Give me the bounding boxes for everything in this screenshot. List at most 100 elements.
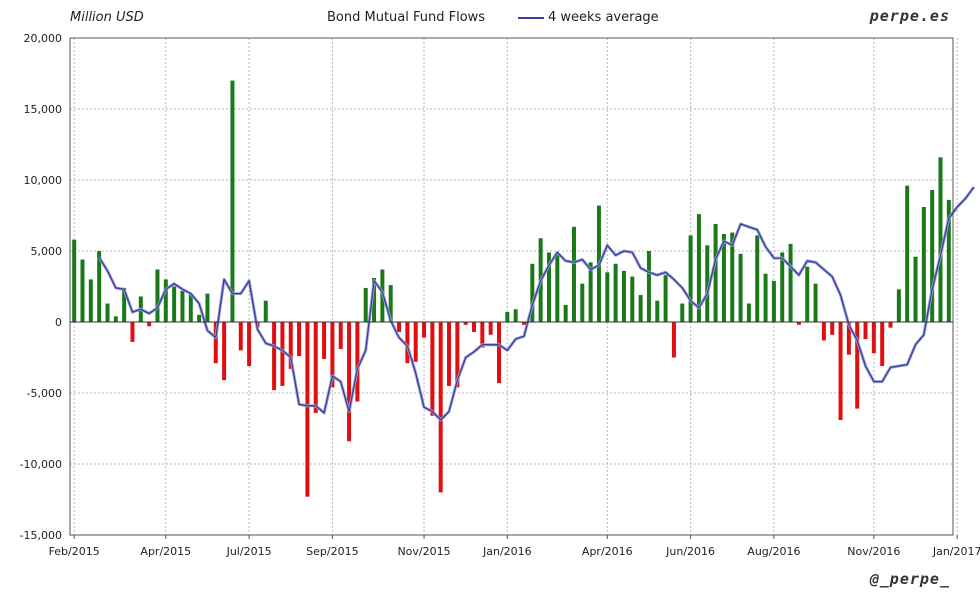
flow-bar: [830, 322, 835, 335]
flow-bar: [430, 322, 435, 416]
flow-bar: [663, 275, 668, 322]
flow-bar: [388, 285, 393, 322]
flow-bar: [230, 80, 235, 322]
flow-bar: [705, 245, 710, 322]
x-tick-label: Sep/2015: [306, 545, 358, 558]
y-tick-label: -5,000: [27, 387, 62, 400]
flow-bar: [330, 322, 335, 388]
average-line-path: [98, 186, 975, 421]
flow-bar: [72, 239, 77, 322]
flow-bar: [455, 322, 460, 388]
flow-bar: [447, 322, 452, 386]
flow-bar: [796, 322, 801, 325]
flow-bar: [938, 157, 943, 322]
flow-bar: [546, 252, 551, 322]
plot-frame: [69, 37, 954, 536]
flow-bar: [222, 322, 227, 381]
flow-bar: [680, 303, 685, 322]
flow-bar: [238, 322, 243, 351]
x-tick-label: Jul/2015: [226, 545, 272, 558]
flow-bar: [846, 322, 851, 355]
flow-bar: [422, 322, 427, 338]
flow-bar: [372, 277, 377, 322]
x-tick-label: Jan/2016: [482, 545, 532, 558]
y-tick-label: -10,000: [20, 458, 62, 471]
flow-bar: [213, 322, 218, 364]
flow-bar: [155, 269, 160, 322]
flow-bar: [497, 322, 502, 384]
y-tick-label: 15,000: [24, 103, 63, 116]
flow-bar: [463, 322, 468, 325]
flow-bar: [655, 300, 660, 322]
flow-bar: [821, 322, 826, 341]
flow-bar: [771, 280, 776, 322]
flow-bar: [188, 293, 193, 322]
flow-bar: [338, 322, 343, 349]
unit-label: Million USD: [70, 10, 144, 25]
flow-bar: [305, 322, 310, 497]
flow-bar: [438, 322, 443, 493]
flow-bar: [738, 253, 743, 322]
flow-bar: [163, 279, 168, 322]
legend-label: 4 weeks average: [548, 10, 659, 25]
flow-bar: [605, 272, 610, 322]
flow-bar: [530, 263, 535, 322]
flow-bar: [696, 214, 701, 322]
flow-bar: [571, 226, 576, 322]
flow-bar: [413, 322, 418, 362]
average-line: [97, 186, 976, 422]
flow-bar: [322, 322, 327, 359]
flow-bar: [122, 287, 127, 322]
flow-bar: [147, 322, 152, 327]
flow-bar: [113, 316, 118, 322]
flow-bar: [871, 322, 876, 354]
flow-bar: [730, 232, 735, 322]
flow-bar: [521, 322, 526, 325]
y-tick-label: 20,000: [24, 32, 63, 45]
flow-bar: [688, 235, 693, 322]
flow-bar: [505, 312, 510, 322]
x-tick-label: Nov/2015: [397, 545, 450, 558]
flow-bar: [563, 304, 568, 322]
flow-bar: [638, 295, 643, 322]
flow-bar: [180, 290, 185, 322]
flow-bar: [621, 270, 626, 322]
flow-bar: [197, 314, 202, 322]
flow-bar: [80, 259, 85, 322]
flow-bar: [946, 199, 951, 322]
flow-bar: [880, 322, 885, 367]
chart-title: Bond Mutual Fund Flows: [327, 10, 486, 25]
flow-bar: [88, 279, 93, 322]
y-tick-label: -15,000: [20, 529, 62, 542]
flow-bar: [397, 322, 402, 332]
flow-bar: [805, 266, 810, 322]
flow-bar: [646, 251, 651, 322]
bars: [72, 80, 951, 497]
flow-bar: [172, 286, 177, 322]
flow-bar: [363, 287, 368, 322]
flow-bar: [755, 235, 760, 322]
flow-bar: [930, 189, 935, 322]
y-tick-label: 5,000: [31, 245, 63, 258]
flow-bar: [838, 322, 843, 420]
x-tick-label: Feb/2015: [49, 545, 100, 558]
x-tick-label: Jun/2016: [665, 545, 715, 558]
flow-bar: [763, 273, 768, 322]
axes: [69, 37, 958, 539]
flow-bar: [713, 224, 718, 322]
y-tick-label: 0: [55, 316, 62, 329]
flow-bar: [630, 276, 635, 322]
flow-bar: [405, 322, 410, 364]
flow-bar: [280, 322, 285, 386]
flow-bar: [721, 233, 726, 322]
x-tick-label: Apr/2015: [140, 545, 191, 558]
flow-bar: [905, 185, 910, 322]
flow-bar: [513, 309, 518, 322]
tick-labels: 20,000 15,000 10,000 5,000 0 -5,000 -10,000 -15…: [20, 32, 980, 558]
flow-bar: [297, 322, 302, 357]
flow-bar: [105, 303, 110, 322]
flow-bar: [205, 293, 210, 322]
flow-bar: [288, 322, 293, 369]
flow-bar: [247, 322, 252, 367]
